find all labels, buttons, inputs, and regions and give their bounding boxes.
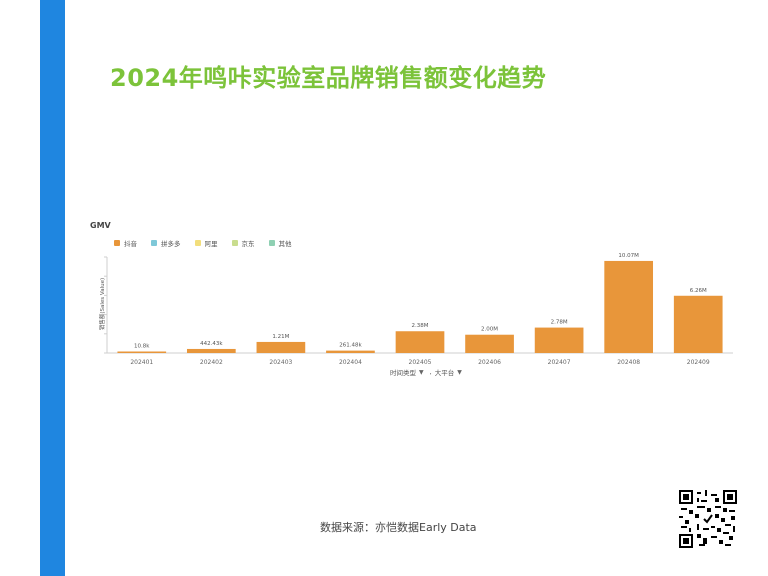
- data-label: 1.21M: [272, 334, 289, 340]
- legend: 抖音 拼多多 阿里 京东 其他: [114, 238, 292, 248]
- legend-label: 抖音: [124, 240, 137, 248]
- legend-item[interactable]: 拼多多: [151, 238, 181, 248]
- legend-swatch: [194, 240, 201, 246]
- chevron-down-icon: ▼: [457, 368, 462, 376]
- x-tick-label: 202409: [687, 359, 710, 366]
- data-label: 10.07M: [618, 253, 639, 259]
- platform-filter[interactable]: , 大平台 ▼: [430, 367, 462, 377]
- qr-code-icon: [679, 490, 737, 548]
- filter-label: 大平台: [434, 369, 455, 377]
- bar: [534, 327, 584, 353]
- bar: [186, 348, 236, 353]
- filter-label: 时间类型: [390, 369, 416, 377]
- bar: [117, 351, 167, 353]
- legend-item[interactable]: 阿里: [194, 238, 218, 248]
- bar: [326, 350, 375, 353]
- left-accent-bar: [40, 0, 65, 576]
- source-note: 数据来源：亦恺数据Early Data: [320, 521, 477, 534]
- legend-swatch: [114, 240, 120, 246]
- legend-item[interactable]: 京东: [231, 238, 255, 248]
- legend-item[interactable]: 抖音: [114, 238, 137, 248]
- x-tick-label: 202402: [200, 359, 223, 366]
- legend-label: 其他: [278, 240, 292, 248]
- bar: [673, 295, 723, 353]
- bar: [604, 260, 654, 353]
- legend-label: 阿里: [204, 240, 218, 248]
- bar: [395, 331, 445, 353]
- legend-swatch: [151, 240, 157, 246]
- legend-label: 京东: [241, 240, 255, 248]
- data-label: 261.48k: [339, 343, 362, 349]
- chevron-down-icon: ▼: [419, 368, 424, 376]
- data-label: 6.26M: [690, 288, 707, 294]
- data-label: 10.8k: [134, 344, 150, 350]
- legend-item[interactable]: 其他: [268, 238, 292, 248]
- data-label: 2.78M: [551, 320, 568, 326]
- x-tick-label: 202408: [617, 359, 640, 366]
- data-label: 442.43k: [200, 341, 223, 347]
- x-axis-filters: 时间类型 ▼ , 大平台 ▼: [390, 367, 462, 377]
- data-label: 2.00M: [481, 327, 498, 333]
- x-tick-label: 202405: [409, 359, 432, 366]
- bar: [256, 341, 306, 353]
- filter-separator: ,: [429, 368, 432, 376]
- x-tick-label: 202403: [269, 359, 292, 366]
- legend-swatch: [268, 240, 275, 246]
- page-title: 2024年鸣咔实验室品牌销售额变化趋势: [110, 64, 547, 92]
- data-label: 2.38M: [412, 323, 429, 329]
- x-tick-label: 202404: [339, 359, 362, 366]
- x-tick-label: 202407: [548, 359, 571, 366]
- legend-label: 拼多多: [161, 240, 181, 248]
- chart-label: GMV: [90, 221, 111, 230]
- x-tick-label: 202401: [130, 359, 153, 366]
- x-tick-label: 202406: [478, 359, 501, 366]
- time-type-filter[interactable]: 时间类型 ▼: [390, 367, 424, 378]
- bar: [465, 334, 514, 353]
- legend-swatch: [231, 240, 238, 246]
